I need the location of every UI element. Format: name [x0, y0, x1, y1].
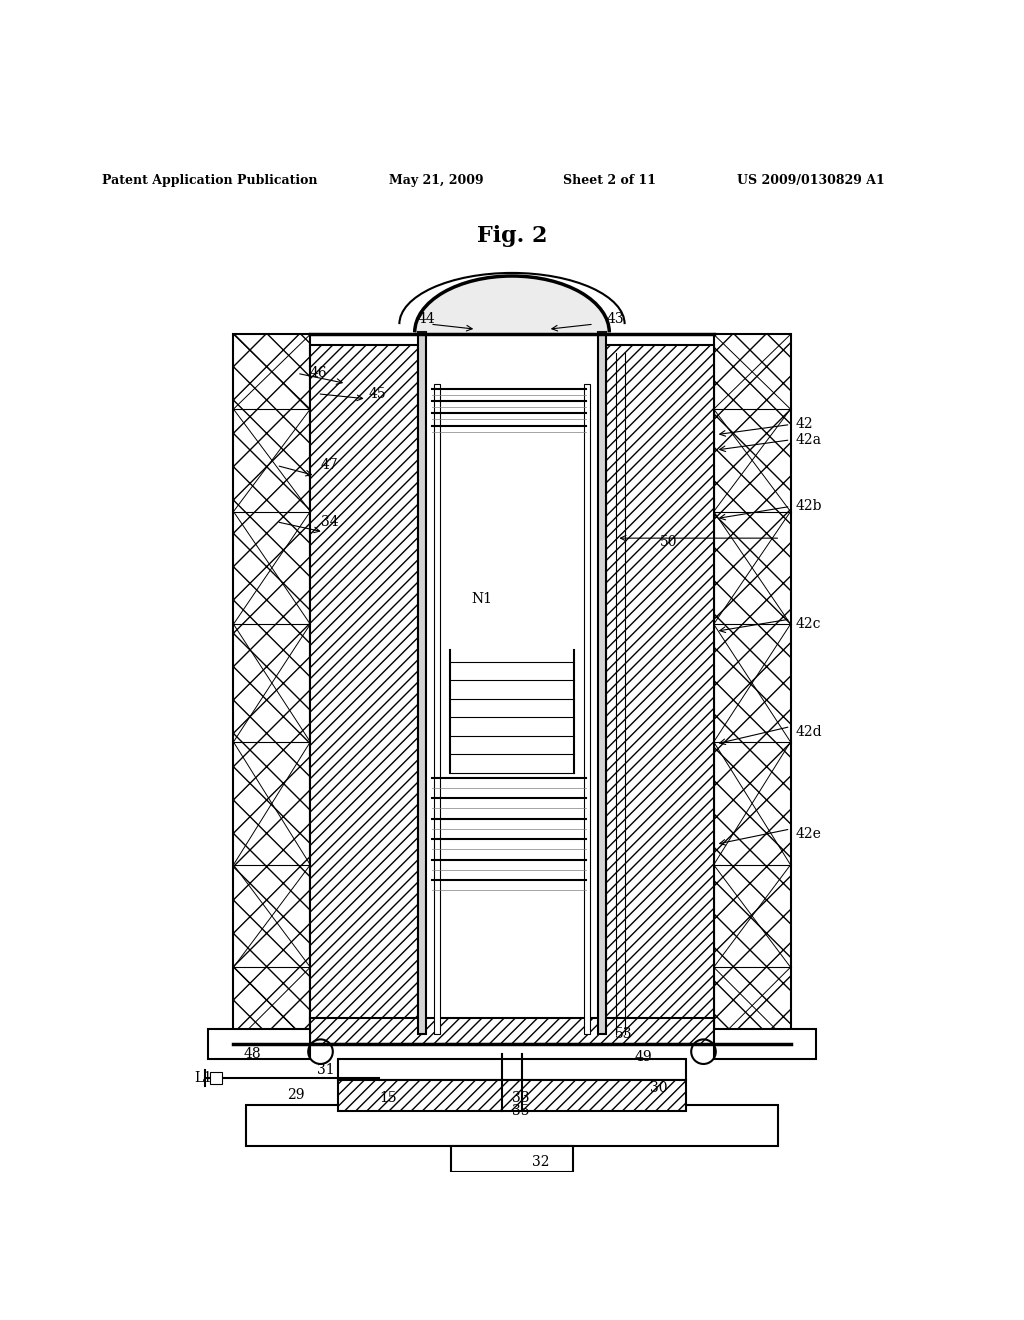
Text: 32: 32 [532, 1155, 550, 1168]
Bar [338, 1080, 686, 1110]
Bar [246, 1105, 778, 1146]
Text: US 2009/0130829 A1: US 2009/0130829 A1 [737, 174, 885, 186]
Text: Patent Application Publication: Patent Application Publication [102, 174, 317, 186]
Text: 30: 30 [650, 1081, 668, 1096]
Text: 42c: 42c [796, 618, 821, 631]
Bar [606, 345, 714, 1034]
Text: 35: 35 [512, 1104, 529, 1118]
Text: Sheet 2 of 11: Sheet 2 of 11 [563, 174, 656, 186]
Text: 45: 45 [369, 387, 386, 401]
Bar [584, 384, 590, 1034]
Bar [714, 334, 791, 1044]
Text: 42b: 42b [796, 499, 822, 513]
Bar [451, 1146, 573, 1172]
Bar [310, 345, 418, 1034]
Bar [210, 1072, 222, 1084]
Bar [598, 333, 606, 1034]
Text: 34: 34 [321, 515, 338, 529]
Bar [208, 1028, 310, 1060]
Text: L1: L1 [195, 1071, 213, 1085]
Text: 42: 42 [796, 417, 813, 432]
Bar [434, 384, 440, 1034]
Text: 31: 31 [317, 1063, 335, 1077]
Bar [310, 1019, 714, 1044]
Bar [338, 1060, 686, 1080]
Bar [233, 334, 310, 1044]
Text: 42d: 42d [796, 725, 822, 739]
Text: 42a: 42a [796, 433, 821, 447]
Bar [714, 1028, 816, 1060]
Text: 47: 47 [321, 458, 338, 473]
Text: Fig. 2: Fig. 2 [477, 224, 547, 247]
Text: 29: 29 [287, 1088, 304, 1102]
Text: 48: 48 [244, 1047, 261, 1061]
Text: 15: 15 [379, 1092, 396, 1105]
Text: 43: 43 [606, 312, 624, 326]
Text: 49: 49 [635, 1051, 652, 1064]
Text: N1: N1 [471, 591, 493, 606]
Text: 42e: 42e [796, 828, 821, 841]
Text: 53: 53 [614, 1027, 632, 1040]
Text: 46: 46 [309, 366, 327, 380]
Text: 50: 50 [660, 535, 678, 549]
Bar [418, 333, 426, 1034]
Text: 44: 44 [418, 312, 435, 326]
Text: May 21, 2009: May 21, 2009 [389, 174, 483, 186]
Text: 33: 33 [512, 1092, 529, 1105]
